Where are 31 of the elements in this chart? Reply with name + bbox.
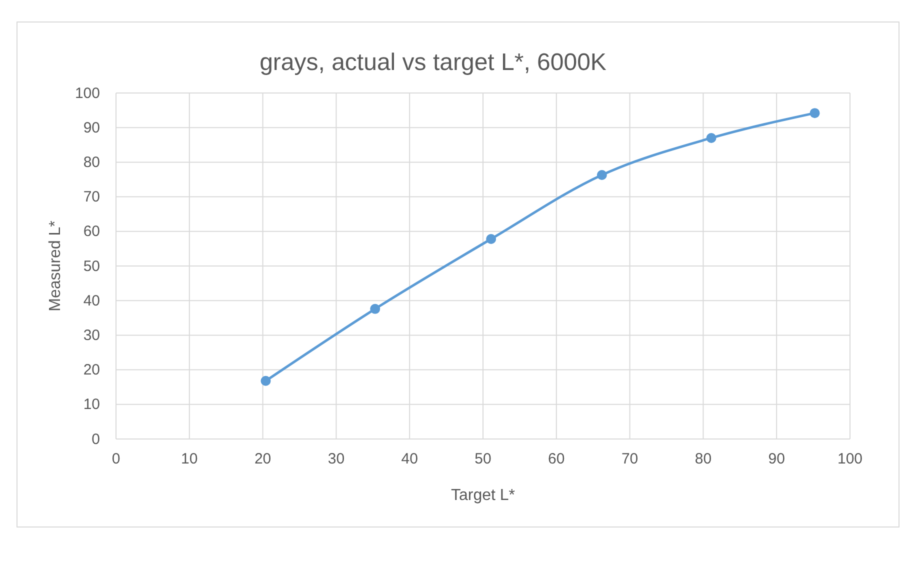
x-axis-title: Target L* bbox=[450, 487, 516, 504]
y-tick-label: 10 bbox=[83, 396, 100, 414]
x-tick-label: 20 bbox=[254, 450, 272, 468]
x-tick-label: 100 bbox=[837, 450, 863, 468]
y-tick-label: 40 bbox=[83, 292, 100, 310]
x-tick-label: 30 bbox=[328, 450, 345, 468]
y-tick-label: 80 bbox=[83, 154, 100, 171]
y-tick-label: 20 bbox=[83, 362, 100, 379]
chart-title: grays, actual vs target L*, 6000K bbox=[260, 49, 606, 76]
y-tick-label: 50 bbox=[83, 258, 100, 275]
point bbox=[260, 376, 271, 386]
point bbox=[486, 234, 496, 244]
x-tick-label: 70 bbox=[621, 450, 638, 468]
y-tick-label: 60 bbox=[83, 223, 100, 240]
y-tick-label: 100 bbox=[74, 84, 100, 102]
point bbox=[810, 108, 820, 118]
point bbox=[706, 132, 716, 143]
y-tick-label: 30 bbox=[83, 327, 100, 344]
y-tick-label: 90 bbox=[83, 119, 100, 136]
x-tick-label: 60 bbox=[548, 450, 565, 468]
x-tick-label: 40 bbox=[401, 450, 418, 468]
y-tick-label: 0 bbox=[92, 430, 100, 448]
point bbox=[370, 304, 380, 314]
y-axis-title: Measured L* bbox=[47, 220, 64, 312]
point bbox=[596, 170, 607, 180]
x-tick-label: 90 bbox=[768, 450, 785, 468]
x-tick-label: 0 bbox=[112, 450, 120, 468]
x-tick-label: 80 bbox=[694, 450, 712, 468]
x-tick-label: 50 bbox=[474, 450, 492, 468]
y-tick-label: 70 bbox=[83, 188, 100, 206]
x-tick-label: 10 bbox=[181, 450, 198, 468]
